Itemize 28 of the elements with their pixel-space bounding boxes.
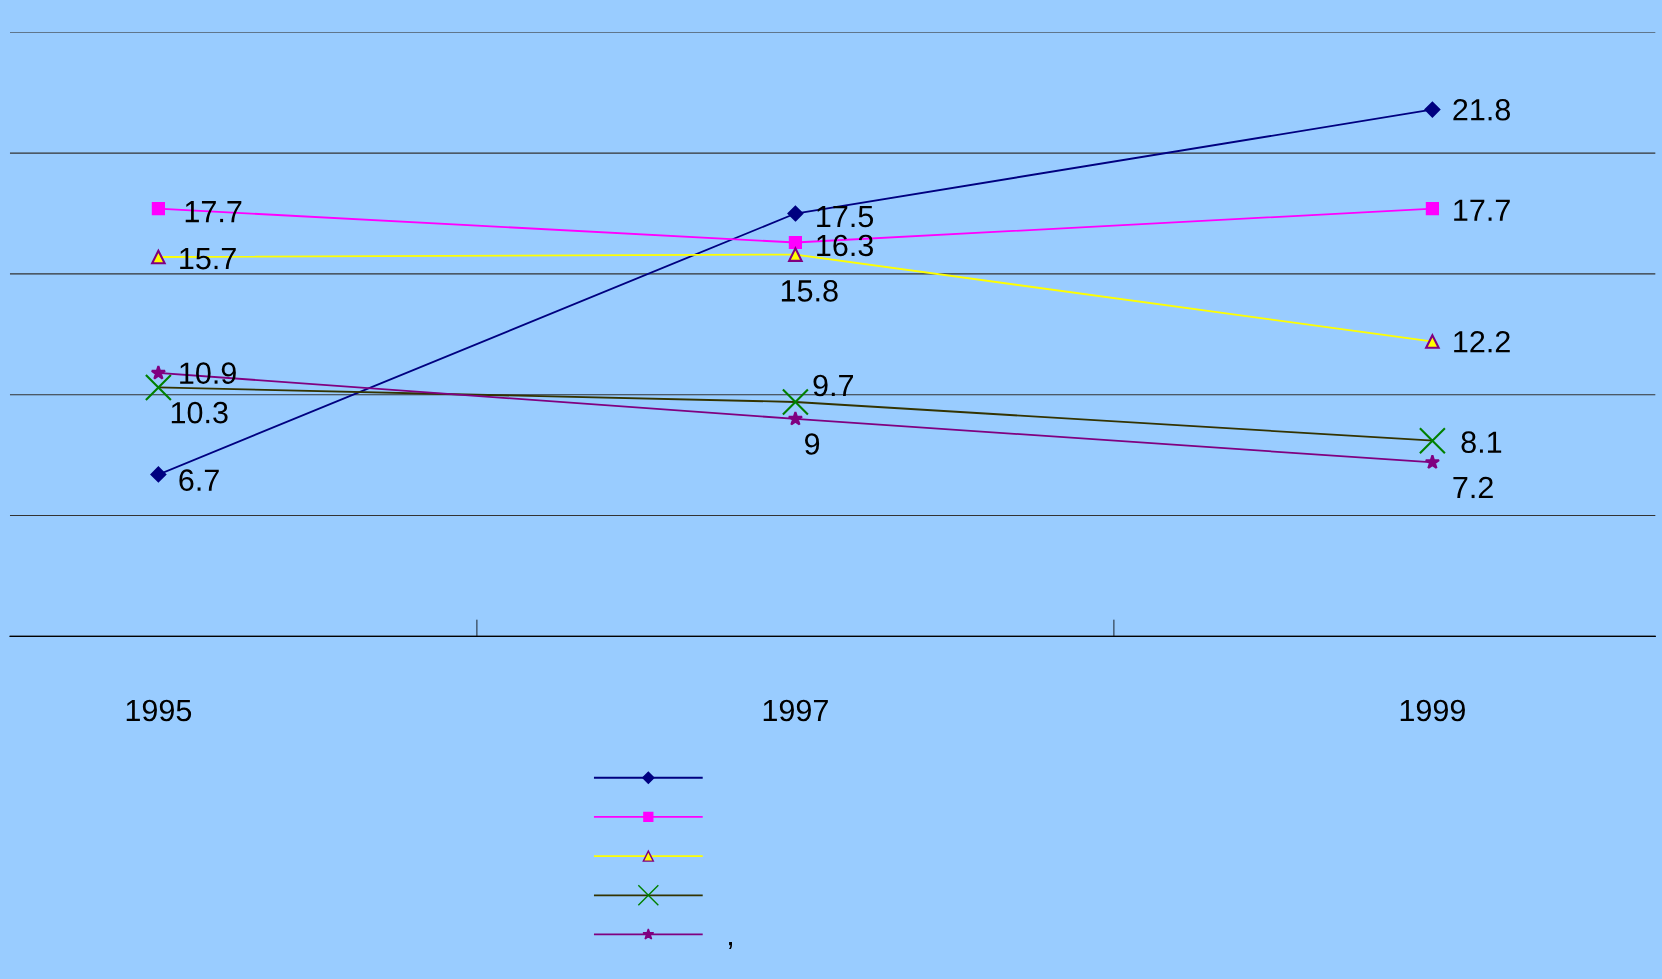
point (151, 202, 165, 216)
point (1424, 454, 1441, 470)
legend-label: , (729, 941, 732, 950)
data-label: 7.2 (1453, 476, 1493, 499)
point (151, 249, 166, 265)
point (1425, 202, 1439, 216)
data-label: 12.2 (1454, 330, 1510, 353)
point (787, 410, 804, 426)
data-label: 16.3 (817, 234, 873, 257)
data-label: 6.7 (179, 469, 219, 491)
data-label: 21.8 (1453, 98, 1510, 121)
point (1425, 334, 1440, 349)
data-label: 9 (805, 433, 820, 455)
x-tick-label: 1997 (763, 699, 828, 722)
point (150, 466, 167, 483)
x-tick-label: 1999 (1400, 699, 1465, 722)
data-label: 17.5 (817, 205, 874, 228)
data-label: 15.8 (781, 280, 838, 302)
point (788, 235, 802, 250)
data-label: 17.7 (1454, 199, 1510, 221)
point (150, 365, 167, 380)
point (1424, 101, 1441, 118)
data-label: 8.1 (1461, 431, 1502, 454)
data-label: 10.3 (171, 401, 228, 424)
point (787, 205, 804, 222)
point (788, 247, 803, 262)
x-tick-label: 1995 (126, 699, 192, 722)
data-label: 9.7 (813, 374, 854, 397)
